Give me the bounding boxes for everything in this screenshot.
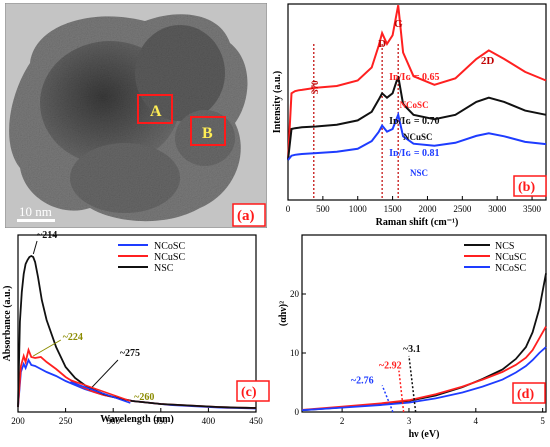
region-b-label: B <box>202 125 213 142</box>
tem-micrograph: A B 10 nm (a) <box>5 3 267 228</box>
y-tick-label: 10 <box>290 348 300 358</box>
tangent-line <box>408 355 417 413</box>
series-line-ncusc <box>287 75 547 161</box>
ratio-label: Iᴅ/Iɢ = 0.70 <box>389 116 439 127</box>
x-tick-label: 350 <box>154 416 168 426</box>
panel-label-box <box>236 380 270 402</box>
y-axis-label: (αhν)² <box>278 301 289 326</box>
x-axis-label: Wavelength (nm) <box>100 414 174 425</box>
annotation-label: ~2.76 <box>351 375 374 386</box>
series-line-nsc <box>287 111 547 161</box>
legend-label-ncosc: NCoSC <box>154 241 185 252</box>
series-name-label: NCuSC <box>403 132 433 142</box>
annotation-label: ~260 <box>134 392 154 403</box>
x-axis-label: Raman shift (cm⁻¹) <box>376 217 459 228</box>
panel-label: (c) <box>241 385 257 400</box>
x-tick-label: 400 <box>202 416 216 426</box>
x-tick-label: 0 <box>286 204 291 214</box>
annotation-label: ~3.1 <box>403 344 421 355</box>
peak-label-g: G <box>394 18 403 30</box>
plot-frame <box>301 234 547 413</box>
ratio-label: Iᴅ/Iɢ = 0.81 <box>389 148 439 159</box>
series-line-ncs <box>301 273 547 412</box>
plot-frame <box>287 3 547 201</box>
annotation-arrow <box>70 379 131 402</box>
x-tick-label: 250 <box>59 416 73 426</box>
series-line-ncosc <box>287 5 547 161</box>
series-line-nsc <box>17 254 257 409</box>
x-tick-label: 300 <box>106 416 120 426</box>
x-tick-label: 2000 <box>418 204 437 214</box>
x-tick-label: 3500 <box>523 204 542 214</box>
ratio-label: Iᴅ/Iɢ = 0.65 <box>389 72 439 83</box>
legend-label-ncs: NCS <box>495 241 514 252</box>
y-axis-label: Absorbance (a.u.) <box>2 286 13 362</box>
y-tick-label: 20 <box>290 289 300 299</box>
absorbance-chart-panel: 200 250 300 350 400 450 Wavelength (nm) Absorba… <box>0 225 275 442</box>
panel-label: (d) <box>517 387 534 402</box>
x-axis-label: hν (eV) <box>409 429 440 440</box>
x-tick-label: 2500 <box>453 204 472 214</box>
region-a-box <box>137 94 173 124</box>
legend-label-nsc: NSC <box>154 263 174 274</box>
tem-image-panel: A B 10 nm (a) <box>5 3 267 228</box>
scale-bar-label: 10 nm <box>19 204 52 219</box>
panel-label-box <box>513 175 547 197</box>
legend-label-ncusc: NCuSC <box>154 252 185 263</box>
x-tick-label: 3000 <box>488 204 507 214</box>
x-tick-label: 2 <box>340 416 345 426</box>
annotation-label: ~214 <box>37 230 57 241</box>
annotation-arrow <box>89 359 119 391</box>
region-a-label: A <box>150 103 162 120</box>
annotation-arrow <box>32 240 38 255</box>
annotation-label: ~224 <box>63 332 83 343</box>
peak-label-370: 370 <box>310 80 320 94</box>
x-tick-label: 450 <box>249 416 263 426</box>
x-tick-label: 4 <box>474 416 479 426</box>
series-name-label: NCoSC <box>400 100 429 110</box>
raman-chart: 0 500 1000 1500 2000 2500 3000 3500 Raman shift … <box>272 3 547 228</box>
series-line-ncosc <box>301 346 547 412</box>
region-b-box <box>190 116 226 146</box>
x-tick-label: 1000 <box>349 204 368 214</box>
annotation-arrow <box>70 381 131 404</box>
peak-label-d: D <box>378 38 386 50</box>
x-tick-label: 1500 <box>384 204 403 214</box>
legend-label-ncusc: NCuSC <box>495 252 526 263</box>
x-tick-label: 500 <box>316 204 330 214</box>
tauc-chart-panel: 2 3 4 5 0 10 20 hν (eV) (αhν)² ~2.76 ~2.92 ~3.1 NCS N… <box>278 225 550 442</box>
tangent-line <box>398 370 405 413</box>
panel-a-label: (a) <box>237 208 255 224</box>
scale-bar <box>17 219 55 222</box>
x-tick-label: 200 <box>11 416 25 426</box>
annotation-arrow <box>32 339 62 357</box>
x-tick-label: 5 <box>540 416 545 426</box>
legend-label-ncosc: NCoSC <box>495 263 526 274</box>
x-tick-label: 3 <box>407 416 412 426</box>
panel-label: (b) <box>518 180 535 195</box>
annotation-label: ~275 <box>120 348 140 359</box>
series-line-ncusc <box>301 326 547 411</box>
peak-label-2d: 2D <box>481 55 495 67</box>
tangent-line <box>381 385 394 413</box>
panel-label-box <box>512 382 546 404</box>
y-tick-label: 0 <box>295 407 300 417</box>
annotation-label: ~2.92 <box>379 361 402 372</box>
y-axis-label: Intensity (a.u.) <box>272 71 283 134</box>
absorbance-chart: 200 250 300 350 400 450 Wavelength (nm) Absorba… <box>2 230 270 426</box>
plot-frame <box>17 234 257 413</box>
raman-chart-panel: 0 500 1000 1500 2000 2500 3000 3500 Raman shift … <box>270 0 550 238</box>
series-name-label: NSC <box>410 168 428 178</box>
